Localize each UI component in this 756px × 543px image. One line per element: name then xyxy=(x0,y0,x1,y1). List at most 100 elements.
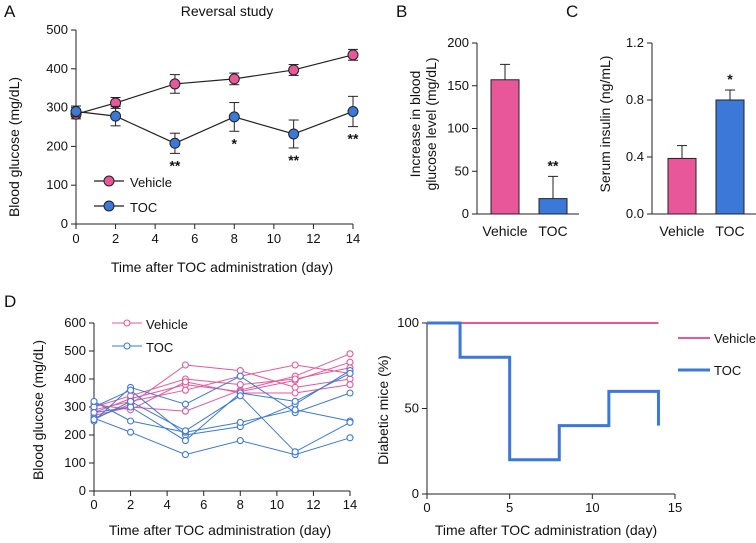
chart-d-right-step-line-toc xyxy=(427,321,660,462)
chart-a-point-vehicle xyxy=(347,49,359,61)
chart-d-left-y-tick-label: 0 xyxy=(79,483,86,498)
chart-a-point-toc xyxy=(347,105,359,117)
chart-a-significance: ** xyxy=(288,152,299,168)
chart-b-significance: ** xyxy=(548,157,559,173)
chart-d-left-point-vehicle xyxy=(181,361,189,369)
chart-a-series-line-vehicle xyxy=(75,54,354,115)
chart-d-right-x-tick-label: 15 xyxy=(668,500,682,515)
chart-d-left-point-toc xyxy=(181,437,189,445)
panel-label-d: D xyxy=(4,292,16,311)
chart-d-left-point-toc xyxy=(236,437,244,445)
chart-d-right-y-tick-label: 100 xyxy=(397,315,419,330)
chart-a-y-tick-label: 300 xyxy=(46,100,68,115)
chart-d-right-x-tick-label: 0 xyxy=(423,500,430,515)
chart-d-left-point-toc xyxy=(236,418,244,426)
chart-d-left-line-vehicle xyxy=(93,364,351,411)
chart-d-left-line-vehicle xyxy=(93,364,351,419)
chart-a-y-tick-label: 0 xyxy=(61,216,68,231)
chart-a-y-tick-label: 400 xyxy=(46,61,68,76)
chart-d-left-line-toc xyxy=(93,370,351,436)
chart-d-left-x-tick-label: 4 xyxy=(164,497,171,512)
chart-d-left-ylabel: Blood glucose (mg/dL) xyxy=(30,340,46,480)
chart-a-x-tick-label: 6 xyxy=(191,231,198,246)
chart-d-right-x-tick-label: 10 xyxy=(585,500,599,515)
chart-a-point-vehicle xyxy=(228,73,240,85)
chart-d-left-y-tick-label: 500 xyxy=(64,343,86,358)
chart-c-category-label-vehicle: Vehicle xyxy=(659,223,704,239)
chart-b-category-label-vehicle: Vehicle xyxy=(482,223,527,239)
chart-d-left-xlabel: Time after TOC administration (day) xyxy=(109,522,331,538)
chart-a-x-tick-label: 12 xyxy=(306,231,320,246)
chart-d-left-x-tick-label: 0 xyxy=(90,497,97,512)
chart-d-left-point-toc xyxy=(291,448,299,456)
chart-d-left-point-vehicle xyxy=(291,361,299,369)
chart-d-left-point-toc xyxy=(181,451,189,459)
chart-d-left-point-toc xyxy=(90,416,98,424)
chart-d-left-point-toc xyxy=(236,392,244,400)
chart-d-left-legend-marker-vehicle xyxy=(123,319,131,327)
chart-d-left-point-vehicle xyxy=(291,375,299,383)
chart-b-bar-vehicle xyxy=(490,79,520,215)
chart-c-y-tick-label: 0.4 xyxy=(626,149,644,164)
chart-d-left-y-tick-label: 300 xyxy=(64,399,86,414)
chart-b-y-tick-label: 150 xyxy=(447,78,469,93)
chart-b-category-label-toc: TOC xyxy=(538,223,567,239)
chart-b-bar-toc xyxy=(538,198,568,215)
chart-d-left-line-toc xyxy=(93,395,351,453)
chart-d-left-point-toc xyxy=(90,397,98,405)
chart-c-y-tick-label: 1.2 xyxy=(626,35,644,50)
chart-d-left-y-tick-label: 100 xyxy=(64,455,86,470)
chart-a-point-toc xyxy=(288,128,300,140)
chart-a-x-tick-label: 2 xyxy=(112,231,119,246)
chart-d-left-point-toc xyxy=(291,397,299,405)
panel-label-b: B xyxy=(396,2,407,21)
chart-d-left-point-vehicle xyxy=(181,386,189,394)
chart-d-left-x-tick-label: 8 xyxy=(237,497,244,512)
chart-d-left-point-toc xyxy=(236,372,244,380)
chart-d-left-x-tick-label: 14 xyxy=(343,497,357,512)
chart-d-left-point-toc xyxy=(291,406,299,414)
chart-a-x-tick-label: 10 xyxy=(267,231,281,246)
chart-c-significance: * xyxy=(727,71,733,87)
chart-d-left-y-tick-label: 400 xyxy=(64,371,86,386)
chart-d-left-point-toc xyxy=(181,400,189,408)
chart-c-ylabel: Serum insulin (ng/mL) xyxy=(597,56,613,193)
chart-d-left-x-tick-label: 10 xyxy=(270,497,284,512)
chart-c-y-tick-label: 0.8 xyxy=(626,92,644,107)
chart-c-category-label-toc: TOC xyxy=(715,223,744,239)
chart-d-left-point-vehicle xyxy=(346,381,354,389)
chart-a-xlabel: Time after TOC administration (day) xyxy=(111,259,333,275)
chart-d-right-x-tick-label: 5 xyxy=(506,500,513,515)
chart-a-x-tick-label: 14 xyxy=(346,231,360,246)
chart-a-x-tick-label: 4 xyxy=(152,231,159,246)
chart-d-left-y-tick-label: 200 xyxy=(64,427,86,442)
chart-d-left-point-toc xyxy=(127,397,135,405)
chart-a-legend-toc: TOC xyxy=(130,200,157,215)
chart-d-left-point-toc xyxy=(346,369,354,377)
chart-a-series-line-toc xyxy=(75,110,354,144)
chart-a-legend-vehicle: Vehicle xyxy=(130,175,172,190)
panel-label-a: A xyxy=(4,2,16,21)
chart-d-left-point-vehicle xyxy=(291,389,299,397)
chart-d-left-point-toc xyxy=(346,389,354,397)
chart-d-left-legend-vehicle: Vehicle xyxy=(146,317,188,332)
chart-a-x-tick-label: 8 xyxy=(231,231,238,246)
chart-b-y-tick-label: 0 xyxy=(462,206,469,221)
chart-d-left-point-vehicle xyxy=(181,378,189,386)
chart-d-left-point-toc xyxy=(127,417,135,425)
chart-d-right-ylabel: Diabetic mice (%) xyxy=(375,355,391,465)
chart-a-y-tick-label: 500 xyxy=(46,22,68,37)
chart-d-right-y-tick-label: 0 xyxy=(412,486,419,501)
chart-c-y-tick-label: 0.0 xyxy=(626,206,644,221)
chart-d-left-point-toc xyxy=(181,427,189,435)
chart-b-y-tick-label: 200 xyxy=(447,35,469,50)
chart-d-left-line-toc xyxy=(93,417,351,456)
chart-a-y-tick-label: 100 xyxy=(46,177,68,192)
chart-d-right-legend-vehicle: Vehicle xyxy=(714,331,756,346)
chart-a-x-tick-label: 0 xyxy=(72,231,79,246)
chart-c-bar-toc xyxy=(715,99,745,215)
chart-d-right-xlabel: Time after TOC administration (day) xyxy=(435,522,657,538)
chart-d-left-legend-marker-toc xyxy=(123,342,131,350)
chart-b-ylabel-line1: Increase in blood xyxy=(407,71,423,178)
